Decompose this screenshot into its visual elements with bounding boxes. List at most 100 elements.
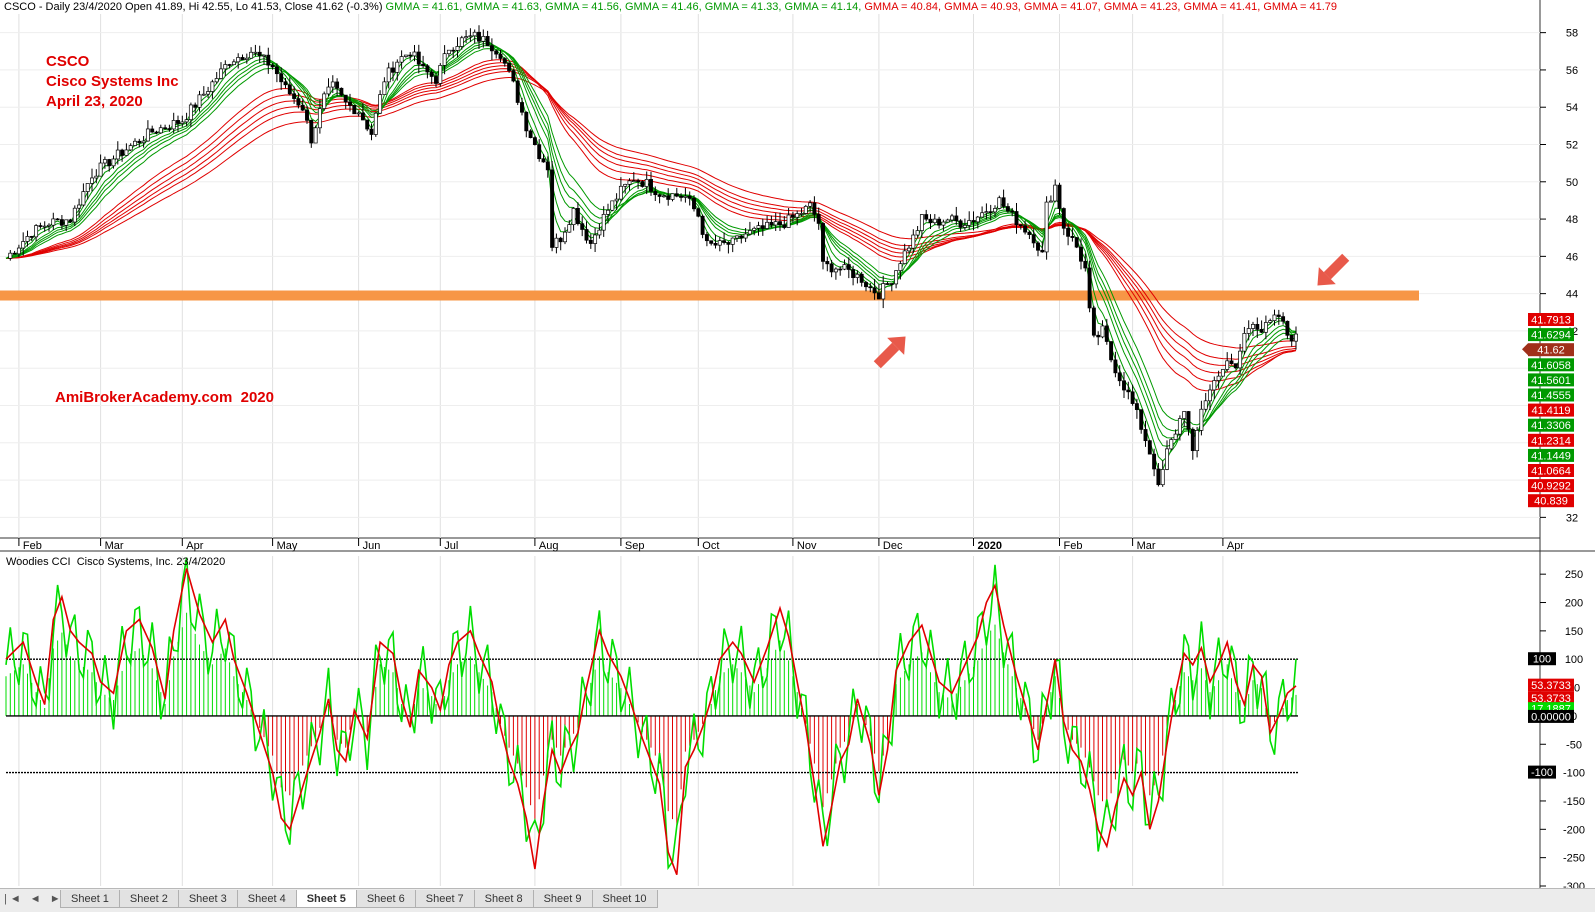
candle	[1229, 353, 1234, 365]
candle	[730, 237, 735, 253]
candle	[29, 235, 34, 242]
candle	[1177, 415, 1182, 441]
price-label-text: 41.7913	[1531, 315, 1571, 327]
candle	[846, 257, 851, 279]
down-candle-body	[38, 225, 43, 227]
month-tick-label: Oct	[702, 540, 719, 552]
up-candle-body	[980, 212, 985, 218]
down-candle-body	[958, 220, 963, 228]
candle	[782, 216, 787, 230]
down-candle-body	[739, 235, 744, 239]
candle	[1057, 182, 1062, 215]
up-candle-body	[1165, 448, 1169, 470]
candle	[197, 90, 202, 112]
up-candle-body	[941, 221, 946, 226]
up-candle-body	[1263, 322, 1268, 333]
down-candle-body	[1152, 453, 1157, 470]
date-annotation: April 23, 2020	[46, 93, 143, 110]
month-tick-label: Feb	[23, 540, 42, 552]
sheet-tab[interactable]: Sheet 3	[177, 890, 238, 908]
candle	[1203, 392, 1208, 412]
down-candle-body	[1023, 225, 1028, 233]
candle	[236, 53, 241, 69]
candle	[1083, 253, 1088, 272]
sheet-tab[interactable]: Sheet 1	[60, 890, 120, 908]
candle	[98, 154, 103, 177]
down-candle-body	[270, 64, 275, 68]
up-candle-body	[188, 104, 193, 121]
month-tick-label: Apr	[1227, 540, 1244, 552]
down-candle-body	[335, 81, 340, 89]
sheet-tab[interactable]: Sheet 7	[414, 890, 475, 908]
candle	[653, 186, 658, 201]
up-candle-body	[808, 202, 813, 207]
sheet-tab[interactable]: Sheet 10	[591, 890, 658, 908]
candle	[528, 129, 533, 139]
down-candle-body	[1134, 403, 1139, 410]
down-candle-body	[524, 111, 529, 132]
candle	[360, 103, 365, 121]
month-tick-label: Jun	[363, 540, 381, 552]
down-candle-body	[1147, 440, 1152, 455]
candle	[477, 25, 481, 50]
down-candle-body	[451, 49, 456, 52]
chart-canvas[interactable]: CSCO - Daily 23/4/2020 Open 41.89, Hi 42…	[0, 0, 1595, 893]
sheet-tab[interactable]: Sheet 2	[118, 890, 179, 908]
up-candle-body	[111, 158, 116, 167]
down-candle-body	[1061, 208, 1066, 229]
sheet-tab[interactable]: Sheet 6	[355, 890, 416, 908]
sheet-tab[interactable]: Sheet 4	[236, 890, 297, 908]
candle	[481, 29, 486, 48]
month-tick-label: Feb	[1064, 540, 1083, 552]
candle	[1048, 195, 1053, 203]
up-candle-body	[803, 205, 808, 214]
candle	[1087, 260, 1092, 313]
cci-tick-label: -100	[1563, 768, 1585, 780]
candle	[1134, 398, 1139, 419]
gmma-value: GMMA = 41.14,	[781, 1, 861, 13]
candle	[855, 270, 860, 284]
cci-label-box	[1528, 678, 1574, 692]
arrow-dec-support	[873, 336, 906, 369]
price-label-box	[1528, 464, 1574, 477]
down-candle-body	[937, 218, 942, 226]
up-candle-body	[34, 225, 39, 238]
candle	[674, 187, 679, 198]
up-candle-body	[786, 214, 791, 228]
down-candle-body	[1036, 242, 1040, 251]
candle	[735, 235, 739, 242]
down-candle-body	[876, 292, 881, 300]
candle	[1104, 318, 1109, 345]
sheet-tab[interactable]: Sheet 8	[473, 890, 534, 908]
price-tick-label: 58	[1566, 28, 1578, 40]
down-candle-body	[1113, 359, 1118, 374]
up-candle-body	[201, 93, 206, 96]
sheet-tab[interactable]: Sheet 5	[295, 890, 357, 908]
gmma-value: GMMA = 40.93,	[941, 1, 1021, 13]
candle	[717, 236, 722, 252]
down-candle-body	[1289, 334, 1294, 342]
candle	[274, 63, 279, 83]
down-candle-body	[889, 283, 894, 285]
price-tick-label: 46	[1566, 251, 1578, 263]
down-candle-body	[227, 64, 232, 66]
sheet-tab[interactable]: Sheet 9	[532, 890, 593, 908]
candle	[373, 112, 378, 137]
price-tick-label: 50	[1566, 177, 1578, 189]
month-tick-label: 2020	[978, 540, 1002, 552]
down-candle-body	[1255, 324, 1260, 330]
candle	[21, 232, 26, 256]
month-tick-label: Aug	[539, 540, 559, 552]
month-tick-label: Mar	[105, 540, 124, 552]
up-candle-body	[313, 127, 318, 144]
down-candle-body	[59, 219, 64, 226]
price-label-box	[1528, 418, 1574, 432]
candle	[786, 207, 791, 228]
candle	[1147, 440, 1152, 455]
price-label-text: 41.5601	[1531, 375, 1571, 387]
up-candle-body	[481, 36, 486, 42]
price-label-text: 40.9292	[1531, 481, 1571, 493]
down-candle-body	[790, 214, 795, 218]
up-candle-body	[219, 68, 223, 79]
candle	[270, 63, 275, 70]
